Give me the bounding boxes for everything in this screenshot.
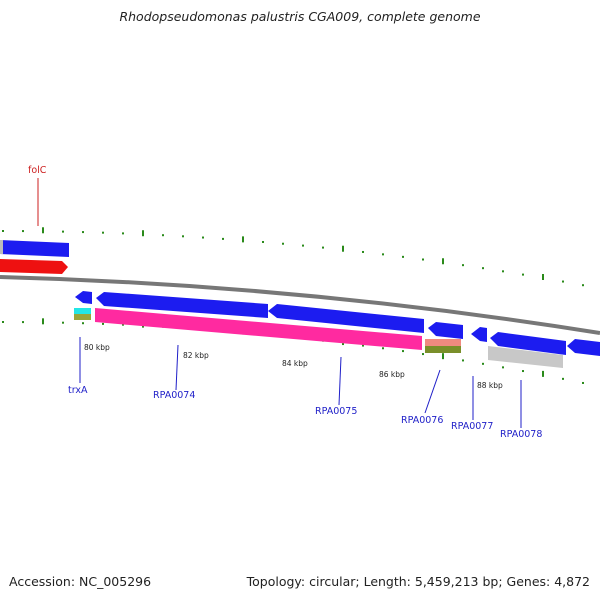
cds-feature-upper-blue[interactable]: [0, 240, 69, 257]
tick-dot: [202, 236, 204, 239]
tick-dot: [102, 231, 104, 234]
tick-dot: [162, 234, 164, 237]
tick-dot: [502, 270, 504, 273]
tick-dot: [402, 255, 404, 258]
scale-label-88kbp: 88 kbp: [477, 381, 503, 390]
tick-major: [342, 245, 344, 252]
gene-label-RPA0074[interactable]: RPA0074: [153, 390, 195, 401]
tick-dot: [522, 370, 524, 373]
tick-major: [142, 230, 144, 237]
tick-major: [42, 318, 44, 325]
scale-label-86kbp: 86 kbp: [379, 370, 405, 379]
gene-label-RPA0078[interactable]: RPA0078: [500, 429, 542, 440]
tick-dot: [562, 280, 564, 283]
accession-text: Accession: NC_005296: [9, 574, 152, 589]
cds-feature-trxA[interactable]: [75, 291, 92, 304]
tick-major: [542, 274, 544, 281]
tick-dot: [462, 359, 464, 362]
tick-dot: [582, 284, 584, 287]
tick-dot: [122, 323, 124, 326]
tick-dot: [402, 350, 404, 353]
tick-dot: [522, 273, 524, 276]
cds-feature-RPA0077[interactable]: [471, 327, 487, 342]
tick-dot: [562, 377, 564, 380]
gene-label-RPA0075[interactable]: RPA0075: [315, 406, 357, 417]
tick-dot: [502, 366, 504, 369]
feature-RPA0076-olive: [425, 346, 461, 353]
rna-feature-magenta[interactable]: [95, 308, 422, 350]
tick-dot: [2, 230, 4, 233]
tick-major: [42, 227, 44, 234]
tick-dot: [382, 253, 384, 256]
tick-dot: [482, 362, 484, 365]
genome-backbone: [0, 275, 600, 335]
tick-major: [442, 258, 444, 265]
scale-label-84kbp: 84 kbp: [282, 359, 308, 368]
tick-major: [542, 370, 544, 377]
upper-tick-row: [2, 227, 584, 287]
tick-dot: [462, 264, 464, 267]
gene-label-RPA0076[interactable]: RPA0076: [401, 415, 443, 426]
cds-feature-upper-grey-edge: [0, 240, 3, 254]
cds-feature-RPA0075[interactable]: [268, 304, 424, 333]
gene-label-trxA[interactable]: trxA: [68, 385, 88, 396]
tick-dot: [582, 381, 584, 384]
label-line-RPA0076: [424, 369, 441, 414]
scale-label-80kbp: 80 kbp: [84, 343, 110, 352]
tick-dot: [22, 230, 24, 233]
tick-dot: [302, 244, 304, 247]
cds-feature-next[interactable]: [567, 339, 600, 356]
label-line-RPA0074: [175, 344, 179, 391]
tick-dot: [22, 321, 24, 324]
feature-RPA0076-salmon: [425, 339, 461, 346]
tick-dot: [222, 237, 224, 240]
cds-feature-folC[interactable]: [0, 259, 68, 274]
tick-dot: [382, 347, 384, 350]
tick-dot: [122, 232, 124, 235]
genome-summary-text: Topology: circular; Length: 5,459,213 bp…: [246, 574, 590, 589]
cds-feature-RPA0078[interactable]: [490, 332, 566, 355]
tick-dot: [262, 240, 264, 243]
tick-major: [442, 353, 444, 360]
scale-label-82kbp: 82 kbp: [183, 351, 209, 360]
tick-dot: [362, 344, 364, 347]
map-title: Rhodopseudomonas palustris CGA009, compl…: [119, 9, 481, 24]
tick-major: [242, 236, 244, 243]
tick-dot: [422, 353, 424, 356]
tick-dot: [482, 267, 484, 270]
tick-dot: [322, 246, 324, 249]
cds-feature-RPA0074[interactable]: [96, 292, 268, 318]
tick-dot: [422, 258, 424, 261]
gene-label-folC[interactable]: folC: [28, 165, 47, 176]
tick-dot: [82, 231, 84, 234]
tick-dot: [102, 322, 104, 325]
feature-trxA-olive: [74, 314, 91, 320]
feature-RPA0078-grey: [488, 346, 563, 368]
cds-feature-RPA0076[interactable]: [428, 322, 463, 339]
tick-dot: [362, 250, 364, 253]
feature-trxA-cyan: [74, 308, 91, 314]
tick-dot: [182, 235, 184, 238]
tick-dot: [282, 242, 284, 245]
tick-dot: [2, 321, 4, 324]
tick-dot: [62, 230, 64, 233]
label-line-RPA0075: [338, 356, 342, 406]
tick-dot: [62, 321, 64, 324]
tick-dot: [82, 322, 84, 325]
gene-label-RPA0077[interactable]: RPA0077: [451, 421, 493, 432]
